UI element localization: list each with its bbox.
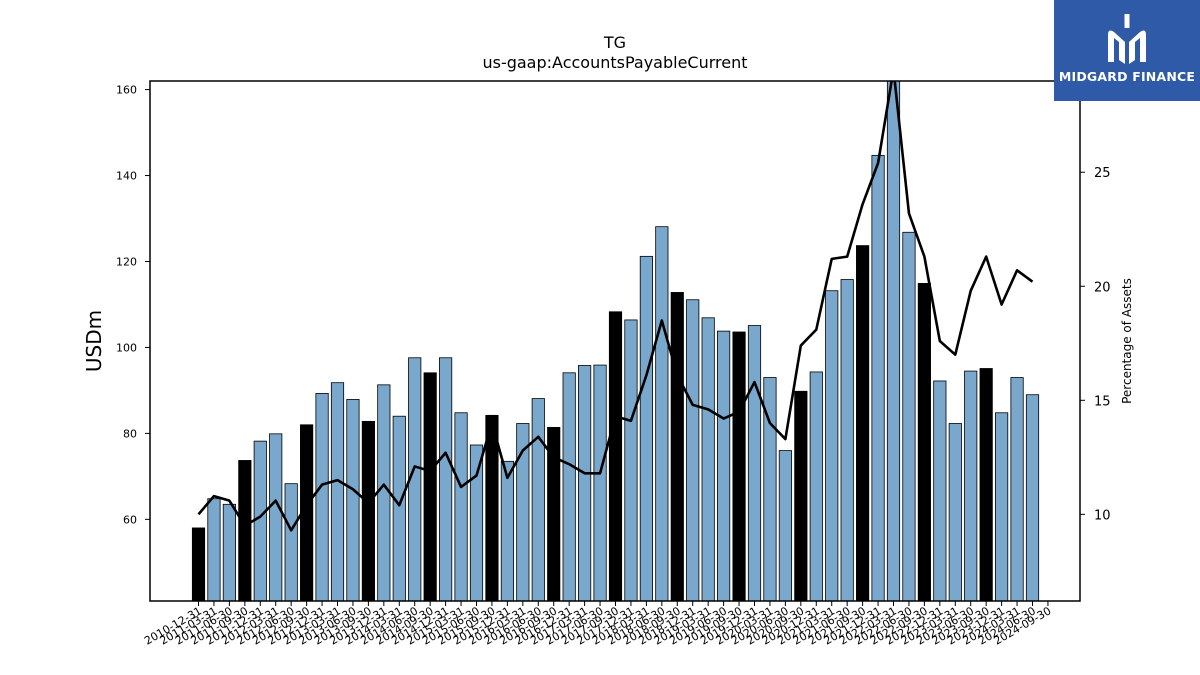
bar-2018-03-31: [639, 255, 653, 601]
bar-2019-09-30: [732, 331, 746, 601]
bar-series: [191, 81, 1040, 601]
bar-2019-06-30: [717, 330, 731, 601]
bar-2013-03-31: [330, 382, 345, 601]
bar-2014-03-31: [392, 415, 406, 601]
logo: MIDGARD FINANCE: [1054, 0, 1200, 101]
bar-2023-09-30: [979, 368, 993, 601]
y2-tick-label-15: 15: [1094, 394, 1111, 409]
y-axis-label: USDm: [82, 310, 106, 372]
bar-2018-09-30: [670, 292, 684, 601]
bar-2014-09-30: [423, 372, 437, 601]
y-tick-label-120: 120: [116, 255, 137, 268]
bar-2015-09-30: [485, 414, 499, 601]
x-axis: 2010-12-312011-03-312011-06-302011-09-30…: [142, 601, 1053, 648]
bar-2011-03-31: [207, 498, 221, 601]
bar-2012-06-30: [284, 483, 298, 601]
bar-2022-12-31: [933, 380, 947, 601]
bar-2020-06-30: [778, 450, 792, 601]
bar-2021-09-30: [856, 245, 870, 601]
percentage-line: [197, 81, 1034, 532]
bar-2021-03-31: [825, 290, 839, 601]
bar-2018-12-31: [686, 299, 700, 601]
y-tick-label-100: 100: [116, 341, 137, 354]
bar-2024-03-31: [1010, 377, 1024, 601]
bar-2020-03-31: [763, 377, 777, 601]
bar-2023-06-30: [964, 370, 978, 601]
y2-axis-label: Percentage of Assets: [1120, 278, 1134, 404]
y-tick-label-80: 80: [123, 427, 137, 440]
bar-2022-06-30: [902, 231, 916, 601]
y-tick-label-60: 60: [123, 513, 137, 526]
bar-2014-12-31: [439, 357, 453, 601]
bar-2016-09-30: [547, 426, 561, 601]
bar-2013-12-31: [377, 384, 391, 601]
bar-2015-06-30: [469, 444, 484, 601]
y-tick-label-160: 160: [116, 84, 137, 97]
bar-2017-09-30: [608, 311, 623, 601]
bar-2017-12-31: [624, 319, 638, 601]
bar-2023-12-31: [995, 412, 1009, 601]
bar-2021-06-30: [840, 279, 854, 601]
bar-2010-12-31: [191, 527, 206, 601]
y2-tick-label-20: 20: [1094, 280, 1111, 295]
bar-2024-06-30: [1025, 394, 1040, 601]
bar-2015-03-31: [454, 412, 468, 601]
right-axis: 10 15 20 25: [1080, 166, 1111, 523]
bar-2016-12-31: [562, 372, 576, 601]
bar-2020-12-31: [809, 371, 823, 601]
logo-text: MIDGARD FINANCE: [1058, 69, 1196, 84]
chart-title: TG: [603, 33, 626, 52]
left-axis: 60 80 100 120 140 160: [116, 84, 150, 526]
bar-2022-09-30: [917, 283, 931, 601]
bar-2013-09-30: [361, 420, 375, 601]
bar-2017-06-30: [593, 364, 607, 601]
bar-2020-09-30: [794, 390, 808, 601]
bar-2023-03-31: [948, 423, 962, 601]
bar-2016-06-30: [531, 398, 545, 601]
line-series: [197, 81, 1034, 532]
y2-tick-label-25: 25: [1094, 166, 1111, 181]
bar-2012-03-31: [269, 433, 283, 601]
bar-2011-09-30: [238, 460, 252, 601]
bar-2012-12-31: [315, 393, 329, 601]
chart-subtitle: us-gaap:AccountsPayableCurrent: [482, 53, 747, 72]
bar-2021-12-31: [871, 154, 885, 601]
midgard-logo-icon: [1108, 14, 1146, 64]
bar-2022-03-31: [886, 81, 901, 601]
bar-2011-12-31: [253, 440, 267, 601]
bar-2018-06-30: [655, 226, 669, 601]
y2-tick-label-10: 10: [1094, 508, 1111, 523]
bar-2015-12-31: [500, 460, 514, 601]
bar-2013-06-30: [346, 399, 360, 601]
y-tick-label-140: 140: [116, 170, 137, 183]
bar-2019-12-31: [747, 325, 762, 601]
bar-2011-06-30: [222, 503, 236, 601]
bar-2019-03-31: [701, 317, 715, 601]
bar-2017-03-31: [578, 365, 592, 601]
bar-2016-03-31: [516, 423, 530, 601]
